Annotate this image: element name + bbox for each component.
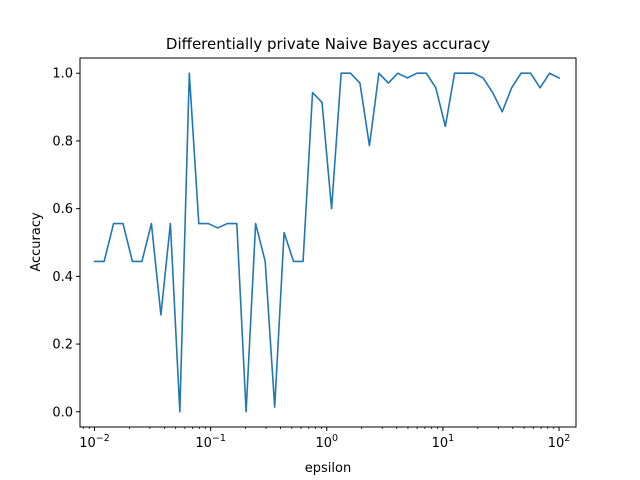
data-point xyxy=(188,72,190,74)
data-point xyxy=(472,72,474,74)
data-point xyxy=(292,260,294,262)
data-point xyxy=(435,87,437,89)
y-tick-label: 0.8 xyxy=(52,134,73,149)
data-point xyxy=(321,101,323,103)
data-point xyxy=(150,222,152,224)
data-point xyxy=(510,87,512,89)
data-point xyxy=(264,260,266,262)
data-point xyxy=(425,72,427,74)
x-tick-label: 10−2 xyxy=(79,433,110,451)
y-tick-label: 1.0 xyxy=(52,67,73,82)
data-point xyxy=(349,72,351,74)
y-axis-label: Accuracy xyxy=(29,212,44,272)
x-axis-label: epsilon xyxy=(305,461,351,476)
x-tick-label: 10−1 xyxy=(195,433,226,451)
data-point xyxy=(283,231,285,233)
data-point xyxy=(160,314,162,316)
data-point xyxy=(179,411,181,413)
data-point xyxy=(141,260,143,262)
data-point xyxy=(112,222,114,224)
data-point xyxy=(558,77,560,79)
x-tick-label: 101 xyxy=(432,433,455,451)
data-point xyxy=(548,72,550,74)
data-point xyxy=(236,222,238,224)
y-tick-label: 0.0 xyxy=(52,405,73,420)
data-point xyxy=(520,72,522,74)
data-point xyxy=(378,72,380,74)
data-point xyxy=(416,72,418,74)
data-point xyxy=(216,227,218,229)
data-point xyxy=(93,260,95,262)
plot-area-frame xyxy=(79,57,577,428)
data-point xyxy=(122,222,124,224)
data-point xyxy=(359,82,361,84)
data-point xyxy=(302,260,304,262)
data-point xyxy=(254,222,256,224)
y-tick-label: 0.2 xyxy=(52,338,73,353)
data-point xyxy=(103,260,105,262)
y-axis: 0.0 0.2 0.4 0.6 0.8 1.0 xyxy=(52,67,80,420)
data-point xyxy=(198,222,200,224)
data-point xyxy=(529,72,531,74)
data-point xyxy=(226,222,228,224)
data-point xyxy=(387,82,389,84)
series-line xyxy=(93,72,561,413)
data-point xyxy=(397,72,399,74)
data-point xyxy=(330,207,332,209)
data-point xyxy=(207,222,209,224)
x-tick-label: 102 xyxy=(548,433,571,451)
data-point xyxy=(368,144,370,146)
data-point xyxy=(311,91,313,93)
data-point xyxy=(539,87,541,89)
data-point xyxy=(245,411,247,413)
data-point xyxy=(501,111,503,113)
y-tick-label: 0.4 xyxy=(52,270,73,285)
data-point xyxy=(340,72,342,74)
y-tick-label: 0.6 xyxy=(52,202,73,217)
data-point xyxy=(273,406,275,408)
data-point xyxy=(463,72,465,74)
data-point xyxy=(444,125,446,127)
data-point xyxy=(406,77,408,79)
x-tick-label: 100 xyxy=(315,433,338,451)
data-point xyxy=(131,260,133,262)
data-point xyxy=(482,77,484,79)
data-point xyxy=(491,91,493,93)
x-axis: 10−2 10−1 100 101 102 xyxy=(79,427,570,451)
data-point xyxy=(169,222,171,224)
data-point xyxy=(453,72,455,74)
chart-title: Differentially private Naive Bayes accur… xyxy=(166,35,490,53)
